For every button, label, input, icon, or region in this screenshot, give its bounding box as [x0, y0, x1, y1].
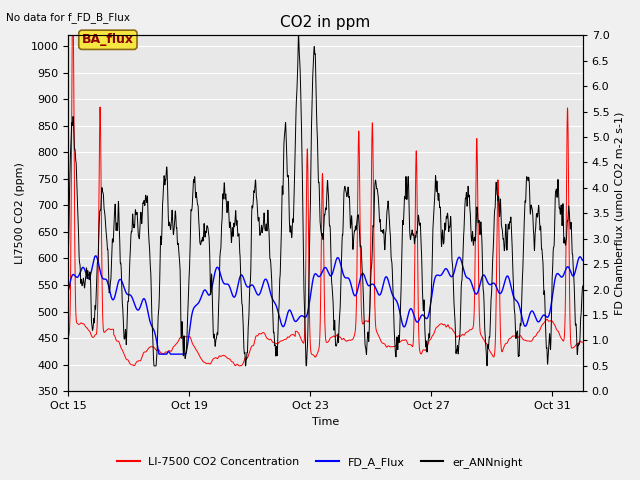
Legend: LI-7500 CO2 Concentration, FD_A_Flux, er_ANNnight: LI-7500 CO2 Concentration, FD_A_Flux, er…	[113, 452, 527, 472]
Y-axis label: FD Chamberflux (umol CO2 m-2 s-1): FD Chamberflux (umol CO2 m-2 s-1)	[615, 112, 625, 315]
Text: BA_flux: BA_flux	[82, 33, 134, 46]
Text: No data for f_FD_B_Flux: No data for f_FD_B_Flux	[6, 12, 131, 23]
X-axis label: Time: Time	[312, 417, 339, 427]
Title: CO2 in ppm: CO2 in ppm	[280, 15, 371, 30]
Y-axis label: LI7500 CO2 (ppm): LI7500 CO2 (ppm)	[15, 162, 25, 264]
